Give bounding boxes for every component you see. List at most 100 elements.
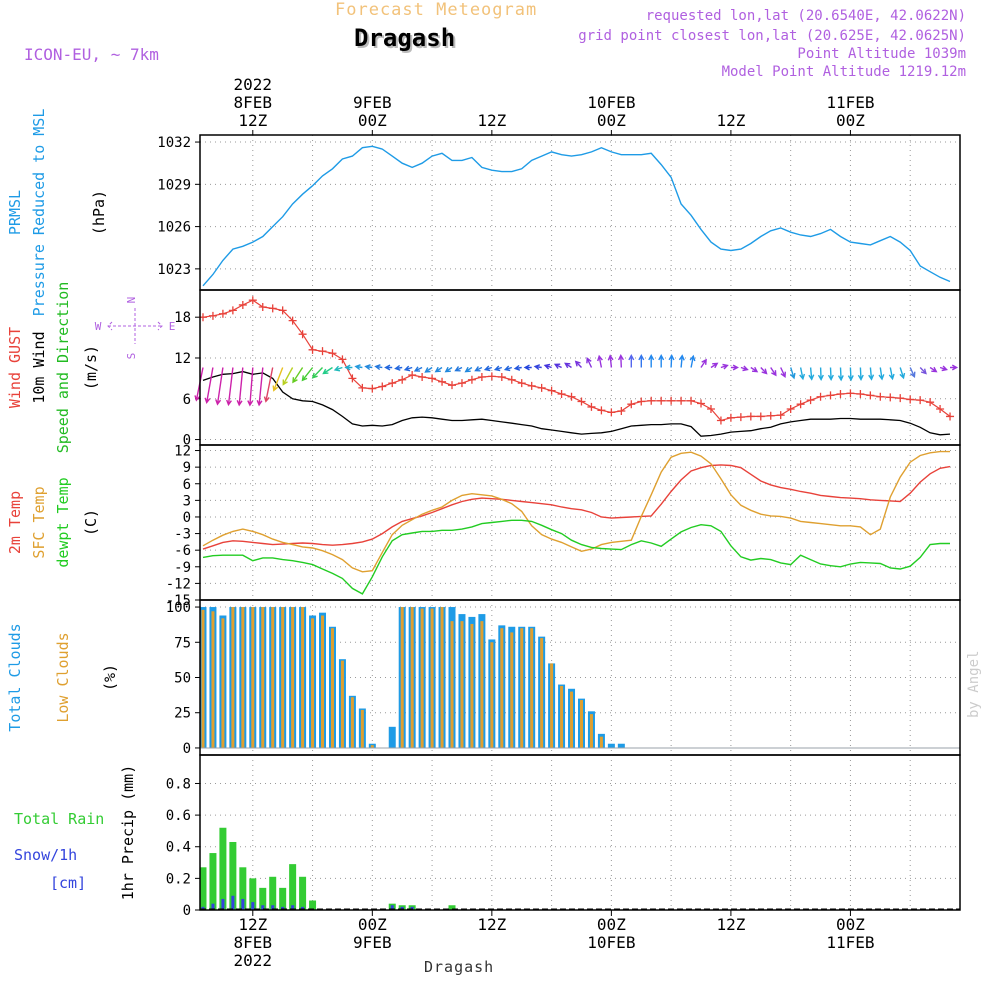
gust-marker: [308, 345, 317, 354]
gust-marker: [557, 390, 566, 399]
gust-marker: [657, 396, 666, 405]
gust-marker: [746, 412, 755, 421]
wind-direction-arrow: [364, 364, 373, 371]
top-time-label: 10FEB: [587, 93, 635, 112]
wind-direction-arrow: [493, 365, 503, 372]
gust-marker: [278, 306, 287, 315]
low-cloud-bar: [450, 621, 454, 748]
y-tick-label: 75: [174, 635, 191, 651]
bottom-time-label: 12Z: [238, 915, 267, 934]
wind-direction-arrow: [403, 365, 413, 372]
gust-marker: [318, 347, 327, 356]
gust-marker: [716, 416, 725, 425]
wind-direction-arrow: [730, 364, 739, 371]
top-time-label: 00Z: [597, 111, 626, 130]
gust-marker: [756, 412, 765, 421]
bottom-time-label: 11FEB: [826, 933, 874, 952]
gridpoint-coords: grid point closest lon,lat (20.625E, 42.…: [578, 28, 966, 44]
wind-direction-arrow: [292, 367, 304, 384]
y-axis-label: SFC Temp: [30, 486, 48, 558]
rain-bar: [229, 841, 237, 910]
wind-direction-arrow: [617, 354, 624, 368]
y-tick-label: 0.4: [166, 840, 191, 856]
top-time-label: 00Z: [358, 111, 387, 130]
rain-bar: [269, 876, 277, 910]
top-time-label: 9FEB: [353, 93, 392, 112]
y-tick-label: 25: [174, 706, 191, 722]
low-cloud-bar: [420, 608, 424, 748]
top-time-label: 12Z: [716, 111, 745, 130]
wind-direction-arrow: [760, 367, 768, 375]
low-cloud-bar: [370, 745, 374, 748]
low-cloud-bar: [211, 611, 215, 748]
low-cloud-bar: [251, 607, 255, 748]
y-axis-unit: (hPa): [90, 190, 108, 235]
gust-marker: [786, 404, 795, 413]
gust-marker: [776, 411, 785, 420]
y-tick-label: 100: [166, 600, 191, 616]
wind-direction-arrow: [740, 365, 749, 372]
compass-west: W: [95, 320, 102, 333]
low-cloud-bar: [311, 618, 315, 748]
wind-direction-arrow: [413, 366, 423, 372]
low-cloud-bar: [460, 621, 464, 748]
wind-direction-arrow: [607, 354, 614, 368]
y-axis-label: Pressure Reduced to MSL: [30, 109, 48, 317]
y-axis-label: 1hr Precip (mm): [119, 765, 137, 900]
wind-direction-arrow: [770, 367, 777, 377]
rain-bar: [289, 864, 297, 910]
low-cloud-bar: [330, 628, 334, 748]
gust-marker: [428, 374, 437, 383]
panel-wind: 0 6 12 18 N S W E Wind GUST 10m Wind Speed and Dir…: [6, 282, 961, 453]
y-tick-label: 1026: [157, 220, 191, 236]
wind-direction-arrow: [444, 366, 453, 373]
y-tick-label: 1029: [157, 177, 191, 193]
gust-marker: [238, 300, 247, 309]
wind-direction-arrow: [878, 367, 885, 381]
low-cloud-bar: [360, 709, 364, 748]
wind-direction-arrow: [236, 367, 244, 407]
top-time-label: 00Z: [836, 111, 865, 130]
gust-marker: [298, 330, 307, 339]
y-tick-label: -12: [166, 576, 191, 592]
compass-rose: [107, 308, 163, 344]
gust-marker: [846, 389, 855, 398]
requested-coords: requested lon,lat (20.6540E, 42.0622N): [645, 8, 966, 24]
wind-direction-arrow: [919, 367, 927, 375]
snow-bar: [231, 895, 235, 910]
gust-marker: [438, 377, 447, 386]
gust-marker: [607, 408, 616, 417]
gust-marker: [487, 372, 496, 381]
wind-direction-arrow: [638, 354, 645, 368]
wind-direction-arrow: [899, 367, 906, 380]
y-tick-label: 12: [174, 444, 191, 460]
panel-frame: [199, 754, 961, 911]
gust-marker: [517, 379, 526, 388]
rain-bar: [249, 878, 257, 910]
wind-direction-arrow: [533, 364, 542, 371]
wind-direction-arrow: [215, 367, 224, 406]
y-tick-label: 3: [183, 493, 191, 509]
wind-direction-arrow: [474, 366, 483, 372]
y-axis-label: Low Clouds: [54, 632, 72, 722]
gust-marker: [706, 404, 715, 413]
top-time-label: 8FEB: [234, 93, 273, 112]
bottom-time-label: 12Z: [716, 915, 745, 934]
wind-direction-arrow: [384, 364, 393, 371]
wind-direction-arrow: [374, 364, 383, 371]
panel-pressure: 1023 1026 1029 1032 PRMSL Pressure Reduced to…: [6, 109, 961, 317]
wind-direction-arrow: [344, 364, 353, 371]
low-cloud-bar: [480, 621, 484, 748]
wind-direction-arrow: [678, 354, 685, 368]
top-time-label: 12Z: [477, 111, 506, 130]
rain-bar: [259, 887, 267, 910]
low-cloud-bar: [500, 628, 504, 748]
y-tick-label: 0.8: [166, 776, 191, 792]
gust-marker: [497, 373, 506, 382]
snow-bar: [271, 905, 275, 910]
snow-bar: [211, 903, 215, 910]
gust-marker: [258, 302, 267, 311]
snow-bar: [221, 898, 225, 910]
y-axis-unit: (%): [101, 664, 119, 691]
low-cloud-bar: [530, 628, 534, 748]
